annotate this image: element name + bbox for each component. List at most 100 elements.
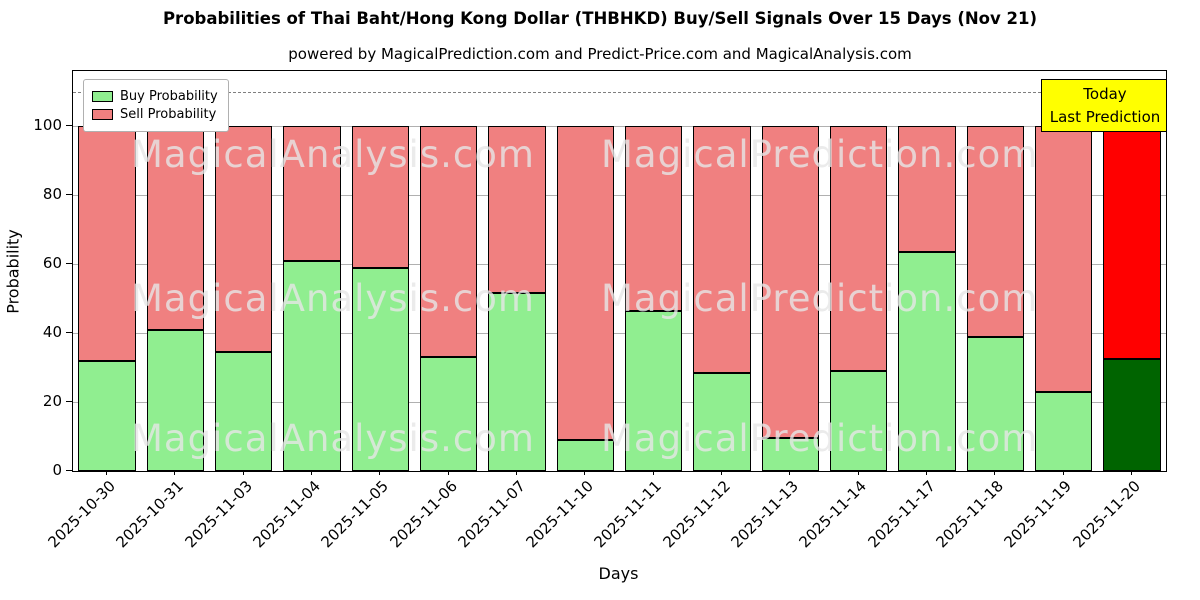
x-tick-label: 2025-11-11 xyxy=(591,477,666,552)
x-tick-label: 2025-11-06 xyxy=(386,477,461,552)
bar-buy-segment xyxy=(966,336,1024,471)
bar-sell-segment xyxy=(283,126,341,261)
plot-area: MagicalAnalysis.com MagicalPrediction.com… xyxy=(72,70,1167,472)
bar-sell-segment xyxy=(420,126,478,358)
bar-buy-segment xyxy=(1103,358,1161,471)
y-tick-mark xyxy=(66,332,72,334)
watermark-text: MagicalAnalysis.com xyxy=(131,417,535,460)
x-tick-mark xyxy=(1062,470,1064,475)
bar-sell-segment xyxy=(556,126,615,440)
x-tick-mark xyxy=(311,470,313,475)
x-tick-label: 2025-11-18 xyxy=(932,477,1007,552)
watermark-text: MagicalAnalysis.com xyxy=(131,277,535,320)
buy-swatch-icon xyxy=(92,91,113,102)
bar-sell-segment xyxy=(1034,126,1093,392)
bar-buy-segment xyxy=(624,310,683,471)
gridline xyxy=(73,195,1166,197)
bar-buy-segment xyxy=(556,439,615,471)
bar-sell-segment xyxy=(488,126,546,294)
bar-buy-segment xyxy=(420,357,478,471)
bar-buy-segment xyxy=(146,329,205,471)
threshold-dashed-line xyxy=(73,91,1166,93)
legend-label-buy: Buy Probability xyxy=(120,89,218,104)
watermark-text: MagicalPrediction.com xyxy=(601,277,1039,320)
bar-buy-segment xyxy=(78,360,136,471)
y-tick-mark xyxy=(66,470,72,471)
y-tick-label: 20 xyxy=(42,392,62,411)
y-tick-label: 0 xyxy=(52,461,62,479)
bar-buy-segment xyxy=(761,438,819,471)
today-annotation-line1: Today xyxy=(1083,85,1127,103)
x-tick-mark xyxy=(789,470,791,475)
x-tick-mark xyxy=(516,470,518,475)
legend: Buy Probability Sell Probability xyxy=(83,79,229,132)
bar-sell-segment xyxy=(351,126,410,268)
bar-buy-segment xyxy=(898,252,956,471)
x-tick-mark xyxy=(447,470,449,475)
x-axis-label: Days xyxy=(598,564,639,583)
watermark-text: MagicalPrediction.com xyxy=(601,417,1039,460)
y-tick-label: 100 xyxy=(33,116,62,135)
x-tick-mark xyxy=(857,470,859,475)
bar-buy-segment xyxy=(693,372,751,471)
x-tick-mark xyxy=(925,470,927,475)
bar-sell-segment xyxy=(78,126,136,361)
legend-item-buy: Buy Probability xyxy=(92,89,218,104)
today-annotation-line2: Last Prediction xyxy=(1049,107,1161,126)
bar-buy-segment xyxy=(1034,391,1093,471)
x-tick-mark xyxy=(1130,470,1132,475)
gridline xyxy=(73,126,1166,128)
y-tick-mark xyxy=(66,194,72,196)
chart-title: Probabilities of Thai Baht/Hong Kong Dol… xyxy=(162,9,1038,28)
y-tick-label: 40 xyxy=(42,323,62,342)
legend-item-sell: Sell Probability xyxy=(92,107,218,122)
bar-sell-segment xyxy=(693,126,751,373)
bar-buy-segment xyxy=(488,293,546,471)
x-tick-label: 2025-11-07 xyxy=(454,477,529,552)
x-tick-mark xyxy=(584,470,586,475)
x-tick-label: 2025-11-14 xyxy=(795,477,871,552)
watermark-text: MagicalAnalysis.com xyxy=(131,133,535,176)
bar-buy-segment xyxy=(829,371,888,471)
chart-subtitle: powered by MagicalPrediction.com and Pre… xyxy=(288,45,912,63)
bar-sell-segment xyxy=(624,126,683,311)
legend-label-sell: Sell Probability xyxy=(120,107,217,122)
bar-sell-segment xyxy=(898,126,956,253)
bar-sell-segment xyxy=(1103,126,1161,359)
gridline xyxy=(73,264,1166,266)
x-tick-label: 2025-10-30 xyxy=(44,477,119,552)
x-tick-mark xyxy=(106,470,108,475)
x-tick-mark xyxy=(994,470,996,475)
bar-sell-segment xyxy=(215,126,273,353)
x-tick-label: 2025-11-13 xyxy=(727,477,803,552)
x-tick-label: 2025-11-17 xyxy=(864,477,939,552)
sell-swatch-icon xyxy=(92,109,113,120)
x-tick-label: 2025-11-03 xyxy=(181,477,256,552)
x-tick-label: 2025-11-19 xyxy=(1000,477,1076,552)
y-tick-label: 60 xyxy=(42,254,62,273)
y-tick-label: 80 xyxy=(42,185,62,204)
x-tick-label: 2025-10-31 xyxy=(112,477,188,552)
x-tick-label: 2025-11-05 xyxy=(317,477,393,552)
bar-buy-segment xyxy=(351,267,410,471)
x-tick-label: 2025-11-12 xyxy=(659,477,734,552)
x-tick-label: 2025-11-10 xyxy=(522,477,598,552)
today-annotation: Today Last Prediction xyxy=(1041,79,1166,132)
x-tick-mark xyxy=(379,470,381,475)
bar-sell-segment xyxy=(829,126,888,371)
gridline xyxy=(73,402,1166,404)
y-tick-mark xyxy=(66,125,72,127)
bar-buy-segment xyxy=(283,260,341,471)
x-tick-mark xyxy=(720,470,722,475)
gridline xyxy=(73,471,1166,472)
bar-buy-segment xyxy=(215,352,273,471)
x-tick-label: 2025-11-20 xyxy=(1069,477,1144,552)
y-tick-mark xyxy=(66,401,72,403)
x-tick-label: 2025-11-04 xyxy=(249,477,324,552)
y-tick-mark xyxy=(66,263,72,265)
gridline xyxy=(73,333,1166,335)
x-tick-mark xyxy=(242,470,244,475)
bar-sell-segment xyxy=(146,126,205,330)
x-tick-mark xyxy=(652,470,654,475)
